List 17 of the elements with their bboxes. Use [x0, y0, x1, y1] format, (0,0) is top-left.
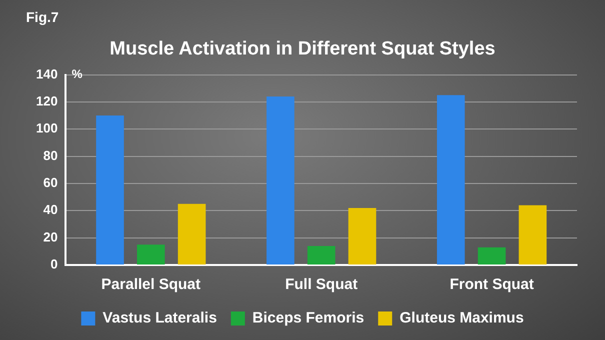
legend-label: Vastus Lateralis [102, 310, 217, 327]
x-tick-label: Full Squat [285, 276, 358, 294]
y-tick-label: 60 [43, 175, 58, 190]
chart-title: Muscle Activation in Different Squat Styles [110, 38, 496, 60]
y-tick-label: 140 [36, 66, 58, 82]
x-tick-label: Parallel Squat [101, 276, 201, 294]
y-tick-label: 40 [43, 202, 58, 218]
y-tick-label: 120 [36, 94, 58, 109]
x-tick-label: Front Squat [450, 276, 534, 294]
y-tick-label: 0 [50, 256, 58, 272]
caption: Fig.7 [26, 8, 59, 25]
y-tick-label: 20 [43, 229, 58, 244]
legend-label: Gluteus Maximus [400, 310, 524, 327]
y-axis-title: % [72, 67, 83, 82]
y-tick-label: 100 [36, 120, 58, 136]
legend-label: Biceps Femoris [252, 310, 364, 327]
y-tick-label: 80 [43, 148, 58, 163]
